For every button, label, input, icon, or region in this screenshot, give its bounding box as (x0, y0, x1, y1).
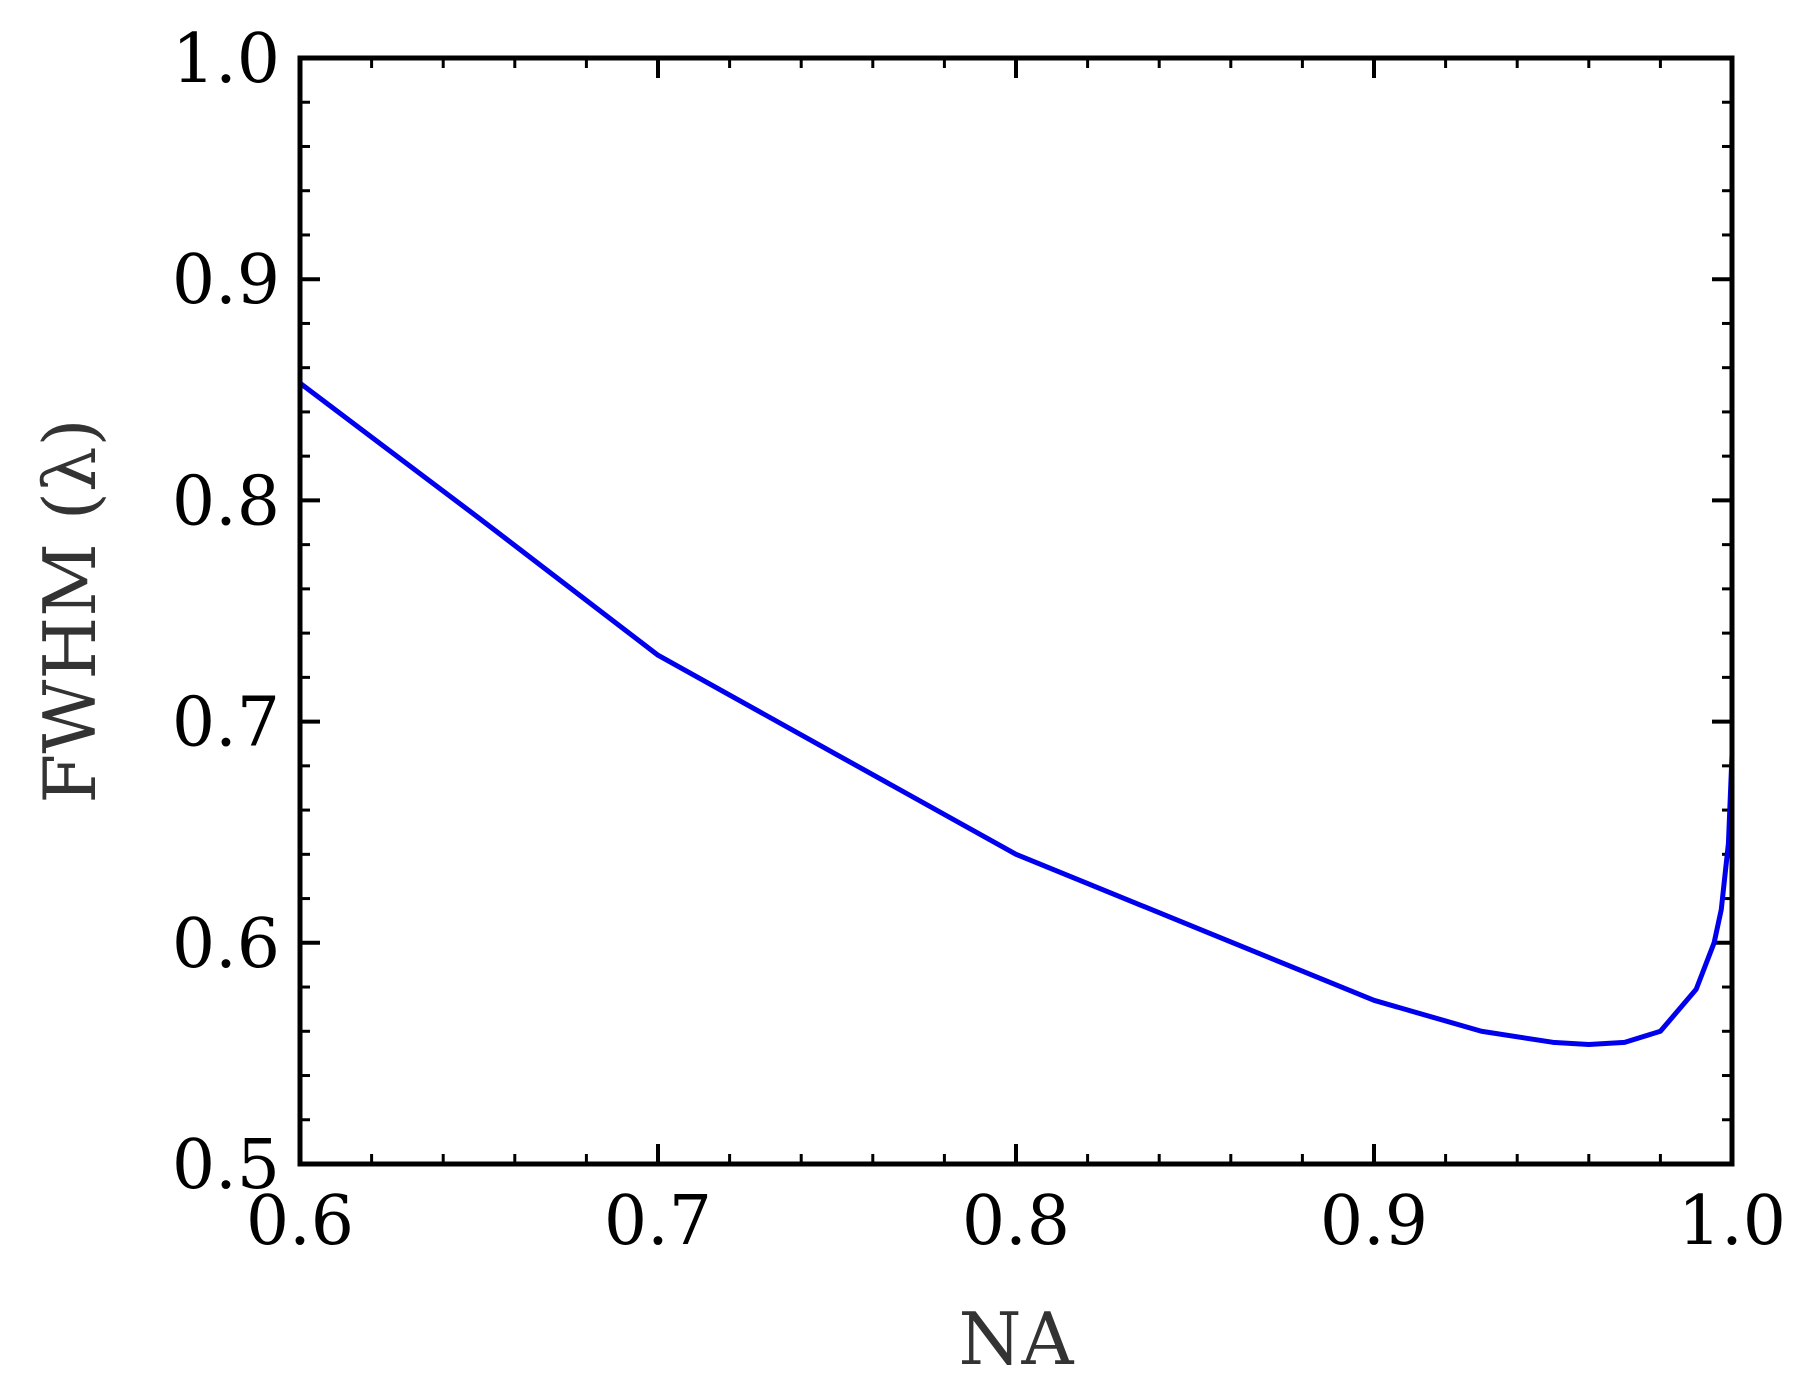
x-tick-label: 0.9 (1320, 1182, 1428, 1261)
y-tick-label: 0.6 (172, 905, 280, 984)
x-tick-label: 0.6 (246, 1182, 354, 1261)
x-tick-label: 0.8 (962, 1182, 1070, 1261)
x-tick-label: 1.0 (1678, 1182, 1786, 1261)
y-axis-label: FWHM (λ) (28, 418, 112, 803)
y-tick-label: 0.7 (172, 684, 280, 763)
y-tick-label: 1.0 (172, 20, 280, 99)
series-line (298, 381, 1735, 1048)
ticks-layer (298, 56, 1734, 1166)
x-axis-label: NA (959, 1297, 1075, 1381)
labels-layer: 0.6 0.7 0.8 0.9 1.00.50.60.70.80.91.0 (172, 20, 1786, 1261)
x-tick-label: 0.7 (604, 1182, 712, 1261)
series-layer (298, 381, 1735, 1048)
y-tick-label: 0.8 (172, 462, 280, 541)
y-tick-label: 0.9 (172, 241, 280, 320)
plot-frame (297, 55, 1735, 1167)
y-tick-label: 0.5 (172, 1126, 280, 1205)
